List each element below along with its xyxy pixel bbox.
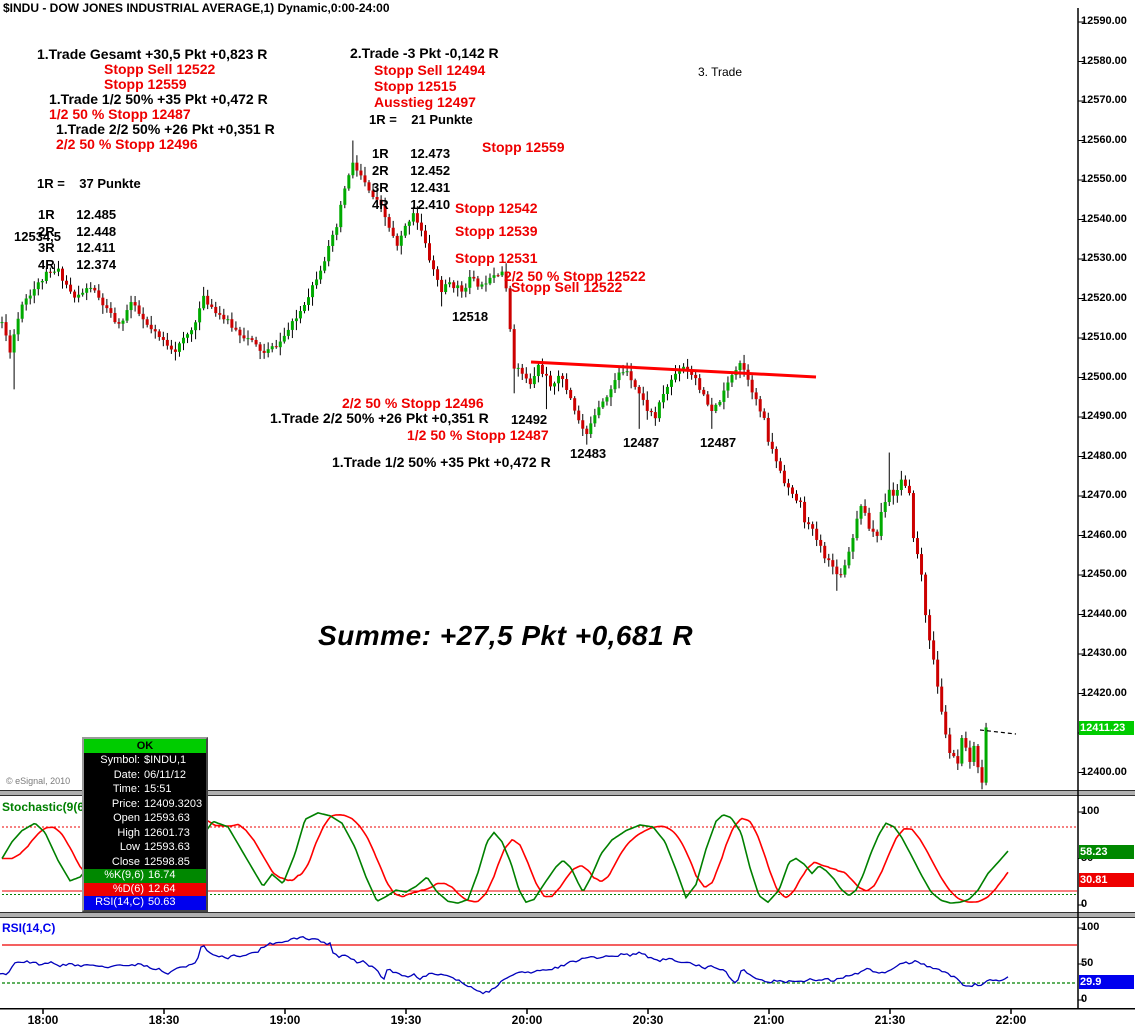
chart-annotation: Stopp 12539 [455, 223, 538, 239]
chart-annotation: 12518 [452, 309, 489, 324]
price-tick-label: 12580.00 [1081, 54, 1127, 67]
chart-annotation: 4R 12.374 [38, 257, 117, 272]
chart-annotation: 1.Trade 2/2 50% +26 Pkt +0,351 R [270, 410, 489, 426]
time-tick-label: 18:30 [148, 1013, 180, 1027]
price-tick-label: 12400.00 [1081, 765, 1127, 778]
time-tick-label: 20:00 [511, 1013, 543, 1027]
time-tick-label: 18:00 [27, 1013, 59, 1027]
price-tick-label: 12460.00 [1081, 528, 1127, 541]
price-tick-label: 12470.00 [1081, 489, 1127, 501]
popup-data-row: Symbol: $INDU,1 [100, 754, 187, 766]
chart-annotation: 2/2 50 % Stopp 12522 [504, 268, 646, 284]
stochastic-label: Stochastic(9(6 [2, 800, 85, 814]
chart-annotation: Stopp Sell 12522 [104, 61, 216, 77]
chart-annotation: 2/2 50 % Stopp 12496 [342, 395, 484, 411]
chart-annotation: 2R 12.452 [372, 163, 451, 178]
chart-annotation: Stopp 12559 [482, 139, 565, 155]
popup-ok-button[interactable]: OK [84, 739, 206, 753]
chart-annotation: 2/2 50 % Stopp 12496 [56, 136, 198, 152]
data-window-popup[interactable]: OK Symbol: $INDU,1 Date: 06/11/12 Time: 15:51… [82, 737, 208, 912]
popup-data-row: Price: 12409.3203 [111, 797, 203, 810]
popup-indicator-row: %K(9,6) 16.74 [84, 869, 206, 883]
rsi-value-box: 29.9 [1079, 975, 1134, 989]
chart-annotation: 1R 12.473 [372, 146, 451, 161]
chart-annotation: Stopp 12515 [374, 78, 457, 94]
time-tick-label: 21:00 [753, 1013, 785, 1027]
popup-data-row: Low 12593.63 [119, 841, 190, 853]
copyright-label: © eSignal, 2010 [6, 776, 71, 786]
popup-data-row: Close 12598.85 [111, 855, 190, 868]
chart-annotation: 12483 [570, 446, 607, 461]
chart-annotation: Stopp 12542 [455, 200, 538, 216]
time-tick-label: 19:00 [269, 1013, 301, 1027]
chart-annotation: 1/2 50 % Stopp 12487 [407, 427, 549, 443]
chart-annotation: 1R = 37 Punkte [37, 176, 141, 191]
price-tick-label: 12450.00 [1081, 568, 1127, 580]
chart-annotation: 1.Trade Gesamt +30,5 Pkt +0,823 R [37, 46, 268, 62]
chart-annotation: 12492 [511, 412, 548, 427]
popup-rows: Symbol: $INDU,1 Date: 06/11/12 Time: 15:51 Pri… [84, 753, 206, 910]
popup-indicator-row: RSI(14,C) 50.63 [84, 896, 206, 910]
chart-annotation: 1/2 50 % Stopp 12487 [49, 106, 191, 122]
chart-annotation: 12534,5 [14, 229, 61, 244]
price-tick-label: 12420.00 [1081, 686, 1127, 699]
price-tick-label: 12550.00 [1081, 173, 1127, 185]
time-tick-label: 19:30 [390, 1013, 422, 1027]
oscillator-tick-label: 0 [1081, 993, 1088, 1005]
price-tick-label: 12540.00 [1081, 212, 1127, 225]
popup-data-row: Date: 06/11/12 [113, 768, 187, 781]
rsi-label: RSI(14,C) [2, 921, 56, 935]
chart-annotation: 2.Trade -3 Pkt -0,142 R [350, 45, 499, 61]
chart-annotation: Ausstieg 12497 [374, 94, 476, 110]
current-price-box: 12411.23 [1079, 721, 1134, 735]
oscillator-tick-label: 100 [1081, 921, 1100, 933]
chart-annotation: 1.Trade 1/2 50% +35 Pkt +0,472 R [332, 454, 551, 470]
price-tick-label: 12560.00 [1081, 133, 1127, 146]
chart-annotation: 1.Trade 1/2 50% +35 Pkt +0,472 R [49, 91, 268, 107]
chart-title: $INDU - DOW JONES INDUSTRIAL AVERAGE,1) … [3, 1, 390, 15]
popup-data-row: Open 12593.63 [113, 812, 190, 824]
time-tick-label: 20:30 [632, 1013, 664, 1027]
chart-annotation: 3. Trade [698, 65, 743, 79]
oscillator-tick-label: 0 [1081, 898, 1088, 910]
chart-annotation: Stopp 12559 [104, 76, 187, 92]
chart-annotation: Stopp Sell 12494 [374, 62, 486, 78]
chart-annotation: 4R 12.410 [372, 197, 451, 212]
stoch-d-value-box: 30.81 [1079, 873, 1134, 887]
popup-data-row: Time: 15:51 [112, 783, 172, 795]
chart-annotation: Summe: +27,5 Pkt +0,681 R [318, 620, 694, 651]
price-tick-label: 12480.00 [1081, 449, 1127, 462]
chart-annotation: 12487 [623, 435, 660, 450]
chart-annotation: 1R 12.485 [38, 207, 117, 222]
chart-annotation: 3R 12.411 [38, 240, 116, 255]
price-tick-label: 12590.00 [1081, 15, 1127, 27]
popup-data-row: High 12601.73 [117, 826, 190, 839]
chart-annotation: 3R 12.431 [372, 180, 451, 195]
price-tick-label: 12500.00 [1081, 370, 1127, 383]
price-tick-label: 12490.00 [1081, 410, 1127, 422]
price-tick-label: 12440.00 [1081, 607, 1127, 620]
price-tick-label: 12430.00 [1081, 647, 1127, 659]
chart-annotation: 2R 12.448 [38, 224, 117, 239]
price-tick-label: 12520.00 [1081, 291, 1127, 304]
popup-indicator-row: %D(6) 12.64 [84, 882, 206, 896]
price-tick-label: 12570.00 [1081, 94, 1127, 106]
price-tick-label: 12510.00 [1081, 331, 1127, 343]
chart-annotation: 1R = 21 Punkte [369, 112, 473, 127]
chart-annotation: Stopp 12531 [455, 250, 538, 266]
stoch-k-value-box: 58.23 [1079, 845, 1134, 859]
price-tick-label: 12530.00 [1081, 252, 1127, 264]
chart-annotation: 12487 [700, 435, 737, 450]
time-tick-label: 22:00 [995, 1013, 1027, 1027]
time-tick-label: 21:30 [874, 1013, 906, 1027]
oscillator-tick-label: 50 [1081, 957, 1094, 969]
chart-annotation: Stopp Sell 12522 [511, 279, 623, 295]
oscillator-tick-label: 100 [1081, 805, 1100, 817]
chart-annotation: 1.Trade 2/2 50% +26 Pkt +0,351 R [56, 121, 275, 137]
